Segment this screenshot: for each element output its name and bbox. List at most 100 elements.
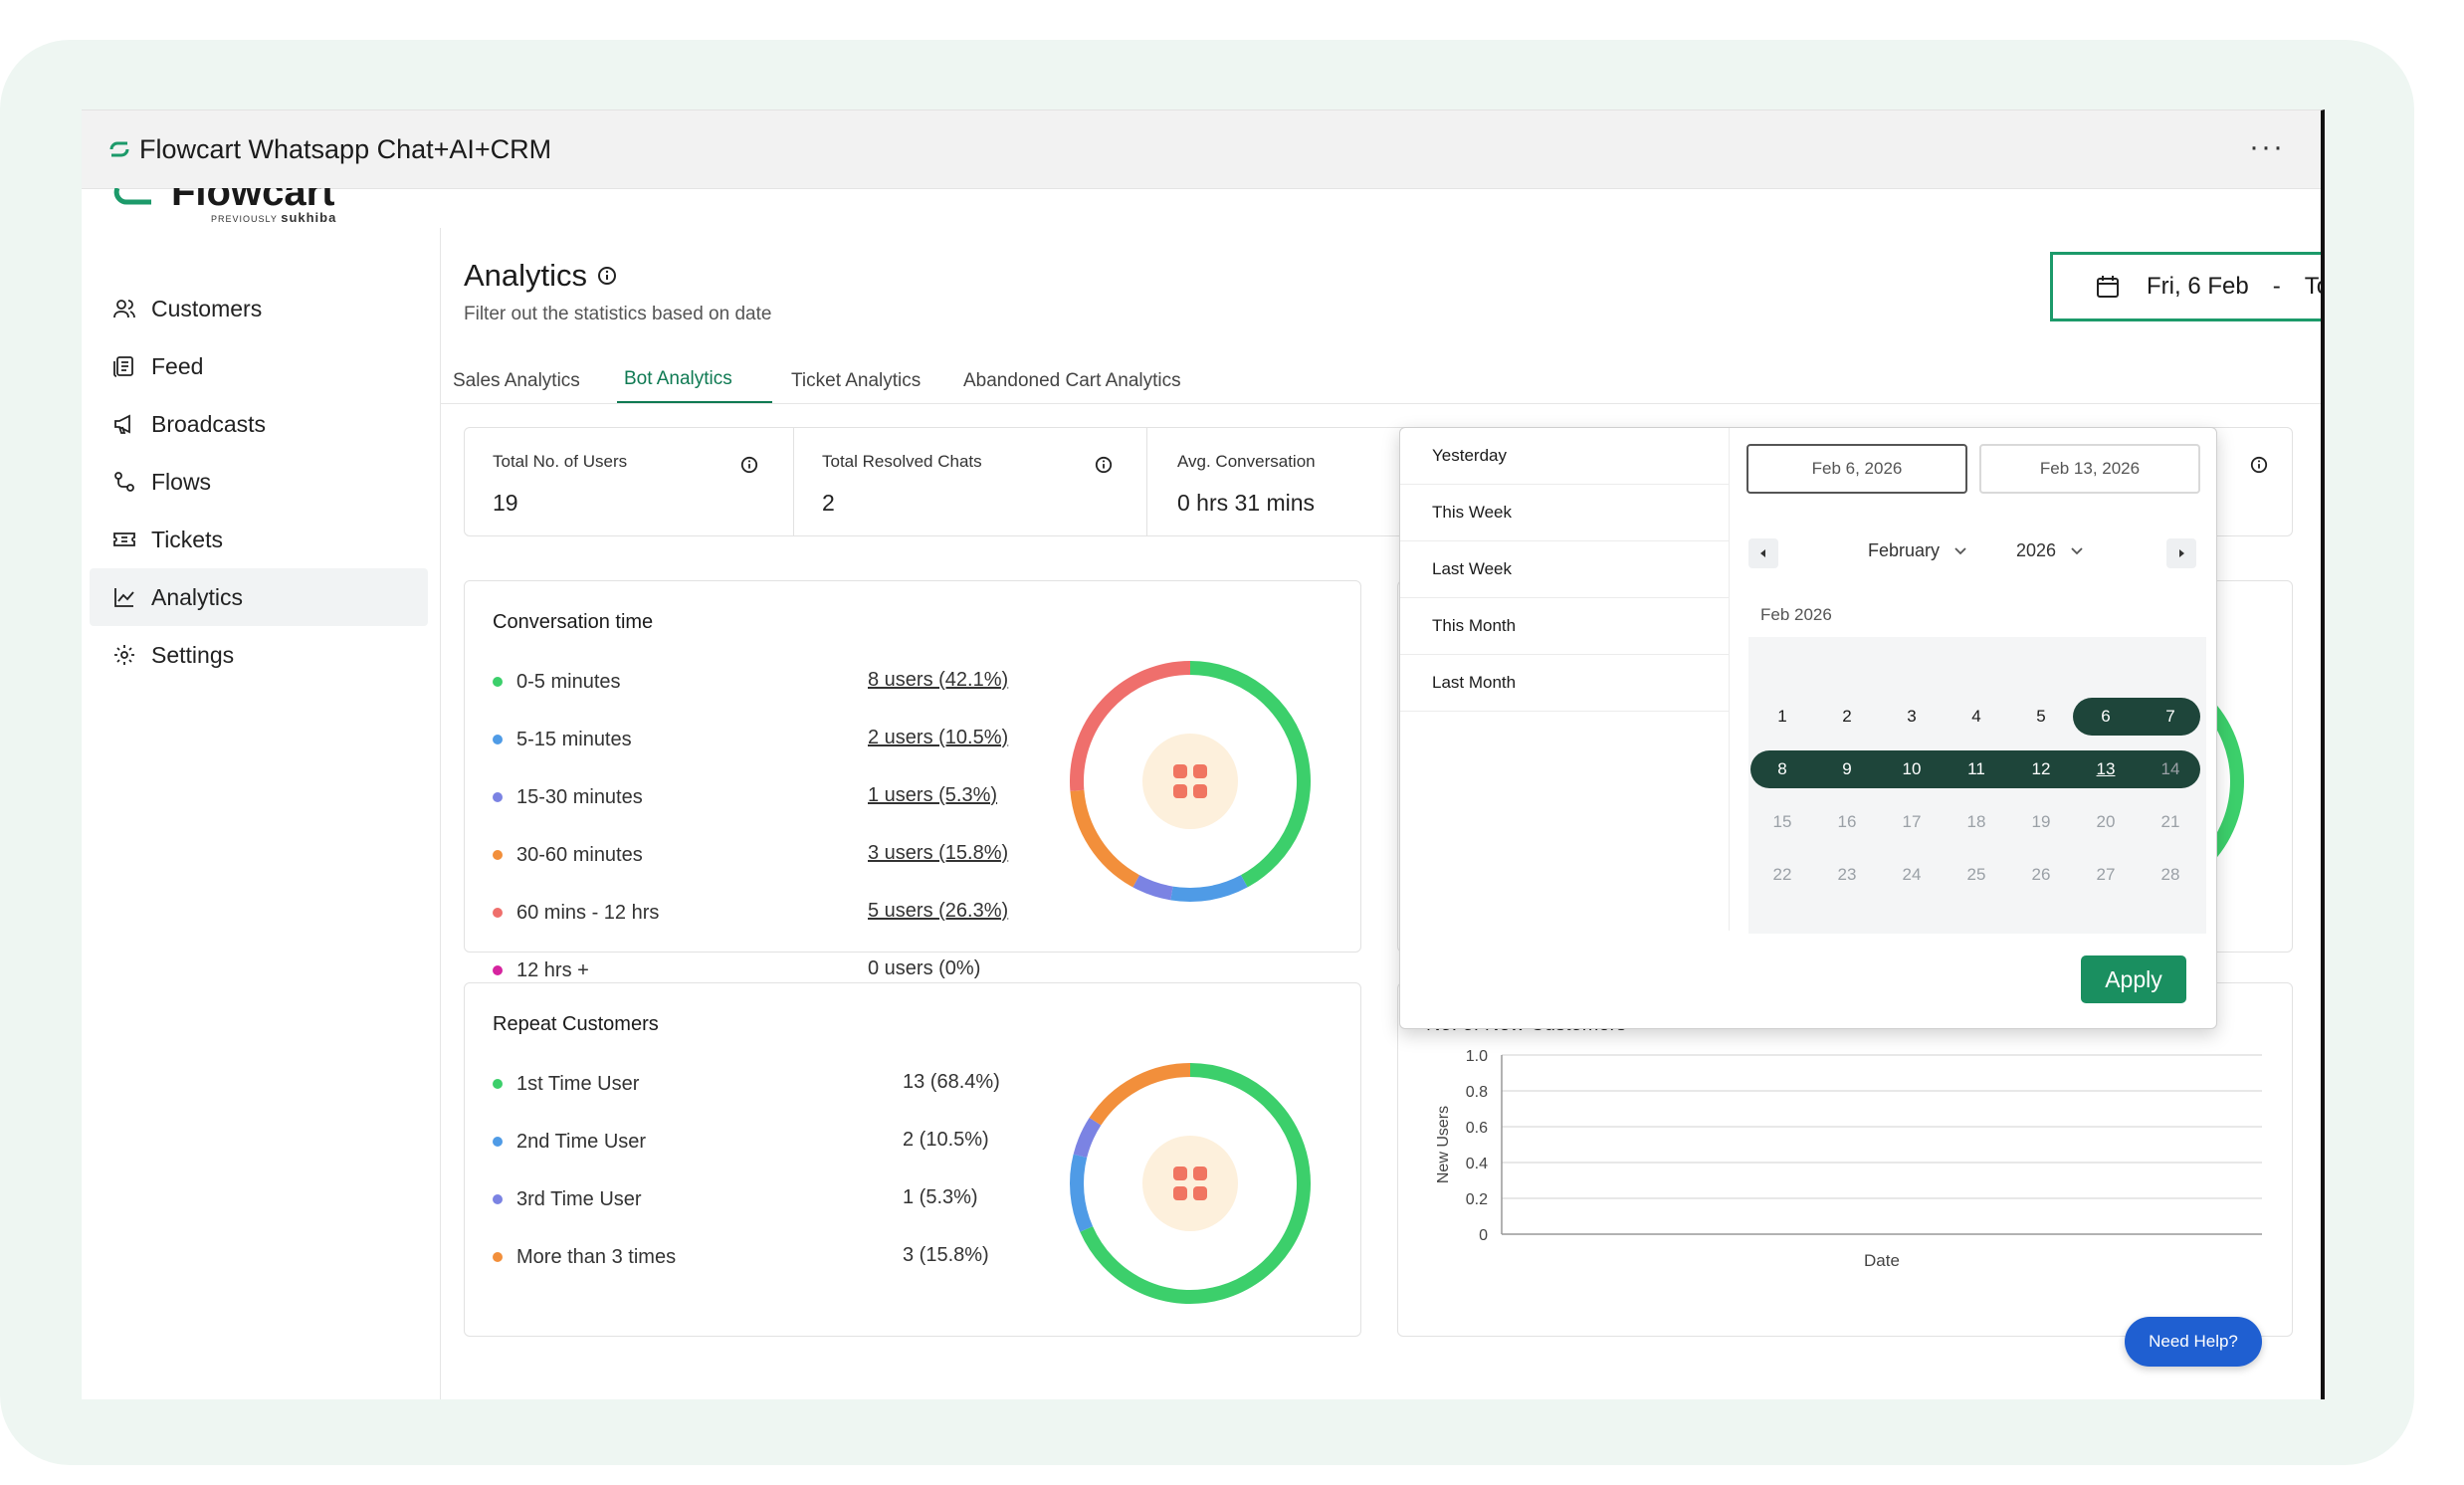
legend-label: 0-5 minutes [516, 670, 621, 693]
calendar-day[interactable]: 10 [1902, 759, 1922, 778]
calendar-day[interactable]: 7 [2165, 707, 2175, 726]
preset-this-month[interactable]: This Month [1400, 598, 1729, 655]
y-tick-label: 0.6 [1466, 1120, 1488, 1137]
legend-dot-icon [493, 1137, 503, 1147]
sidebar-item-label: Analytics [151, 583, 244, 610]
donut-segment [1170, 875, 1248, 902]
legend-item: 5-15 minutes [493, 725, 632, 754]
calendar-day: 18 [1966, 812, 1986, 831]
preset-last-month[interactable]: Last Month [1400, 655, 1729, 712]
megaphone-icon [111, 413, 137, 435]
chart-icon [111, 586, 137, 608]
conversation-time-donut [1066, 657, 1315, 911]
selected-range-week2 [1750, 750, 2200, 788]
sidebar-item-analytics[interactable]: Analytics [90, 568, 428, 626]
tab-bot-analytics[interactable]: Bot Analytics [624, 368, 732, 389]
legend-value-link[interactable]: 1 users (5.3%) [868, 784, 998, 806]
more-menu-icon[interactable]: ··· [2249, 130, 2285, 163]
sidebar-item-label: Settings [151, 641, 235, 668]
logo-subtitle: PREVIOUSLY sukhiba [211, 210, 337, 225]
y-axis-label: New Users [1435, 1106, 1452, 1183]
calendar-day[interactable]: 3 [1907, 707, 1917, 726]
calendar-day[interactable]: 8 [1777, 759, 1787, 778]
legend-value-link[interactable]: 8 users (42.1%) [868, 669, 1009, 691]
donut-segment [1080, 1063, 1311, 1304]
stat-value: 19 [493, 490, 518, 516]
info-icon[interactable] [597, 266, 617, 291]
calendar-day: 23 [1837, 865, 1857, 884]
flowcart-app-icon [107, 137, 131, 161]
calendar-icon [2095, 274, 2121, 300]
sidebar-item-settings[interactable]: Settings [90, 626, 428, 684]
legend-item: 12 hrs + [493, 955, 589, 985]
month-select[interactable]: February [1868, 540, 1967, 561]
start-date-field[interactable]: Feb 6, 2026 [1746, 444, 1967, 494]
donut-segment [1132, 874, 1173, 901]
calendar-day[interactable]: 5 [2036, 707, 2046, 726]
stat-divider [1146, 428, 1147, 535]
calendar-day[interactable]: 11 [1967, 759, 1985, 778]
sidebar-item-tickets[interactable]: Tickets [90, 511, 428, 568]
x-axis-label: Date [1864, 1251, 1900, 1270]
info-icon[interactable] [2250, 456, 2268, 479]
info-icon[interactable] [740, 456, 758, 479]
sidebar-item-feed[interactable]: Feed [90, 337, 428, 395]
stat-label: Avg. Conversation [1177, 452, 1316, 471]
calendar-day[interactable]: 1 [1777, 707, 1787, 726]
end-date-field[interactable]: Feb 13, 2026 [1979, 444, 2200, 494]
sidebar-item-label: Broadcasts [151, 410, 267, 437]
ticket-icon [111, 529, 137, 550]
calendar-day: 25 [1966, 865, 1986, 884]
donut-segment [1189, 661, 1311, 888]
calendar-day[interactable]: 2 [1842, 707, 1852, 726]
apply-button[interactable]: Apply [2081, 955, 2186, 1003]
year-value: 2026 [2016, 540, 2057, 560]
legend-dot-icon [493, 1252, 503, 1262]
legend-item: 1st Time User [493, 1069, 639, 1099]
legend-dot-icon [493, 850, 503, 860]
legend-label: 12 hrs + [516, 958, 589, 981]
sidebar-item-flows[interactable]: Flows [90, 453, 428, 511]
date-range-button[interactable]: Fri, 6 Feb - Today [2050, 252, 2321, 321]
calendar-day: 16 [1837, 812, 1857, 831]
legend-value-link[interactable]: 5 users (26.3%) [868, 900, 1009, 922]
legend-label: 1st Time User [516, 1072, 640, 1095]
calendar-day[interactable]: 9 [1842, 759, 1852, 778]
year-select[interactable]: 2026 [2016, 540, 2084, 561]
tab-sales-analytics[interactable]: Sales Analytics [453, 370, 580, 391]
stat-resolved-chats: Total Resolved Chats 2 [794, 428, 1146, 535]
preset-last-week[interactable]: Last Week [1400, 541, 1729, 598]
preset-yesterday[interactable]: Yesterday [1400, 428, 1729, 485]
legend-label: 5-15 minutes [516, 728, 632, 750]
next-month-arrow[interactable] [2166, 538, 2196, 568]
calendar-day[interactable]: 4 [1971, 707, 1981, 726]
preset-this-week[interactable]: This Week [1400, 485, 1729, 541]
prev-month-arrow[interactable] [1748, 538, 1778, 568]
calendar-day: 21 [2160, 812, 2180, 831]
legend-item: More than 3 times [493, 1242, 676, 1272]
tab-ticket-analytics[interactable]: Ticket Analytics [791, 370, 922, 391]
repeat-customers-card: Repeat Customers 1st Time User 13 (68.4%)… [464, 982, 1361, 1337]
y-tick-label: 0.2 [1466, 1191, 1488, 1208]
legend-value: 13 (68.4%) [903, 1071, 1000, 1093]
selected-range-week1 [2073, 698, 2200, 736]
date-range-end: Today [2304, 273, 2321, 300]
donut-segment [1070, 661, 1191, 791]
sidebar-item-label: Feed [151, 352, 204, 379]
apps-icon [1142, 734, 1238, 829]
tab-abandoned-cart-analytics[interactable]: Abandoned Cart Analytics [963, 370, 1181, 391]
need-help-button[interactable]: Need Help? [2125, 1317, 2262, 1367]
calendar-day: 22 [1772, 865, 1792, 884]
feed-icon [111, 355, 137, 377]
calendar-day[interactable]: 6 [2101, 707, 2111, 726]
new-customers-card: No. of New Customers 1.00.80.60.40.20Dat… [1397, 982, 2293, 1337]
calendar-day[interactable]: 13 [2096, 759, 2116, 778]
info-icon[interactable] [1095, 456, 1113, 479]
presets-divider [1729, 428, 1730, 931]
legend-value-link[interactable]: 3 users (15.8%) [868, 842, 1009, 864]
calendar-day[interactable]: 12 [2031, 759, 2051, 778]
legend-value-link[interactable]: 2 users (10.5%) [868, 727, 1009, 748]
sidebar-item-customers[interactable]: Customers [90, 280, 428, 337]
sidebar-item-broadcasts[interactable]: Broadcasts [90, 395, 428, 453]
date-picker-dropdown: Yesterday This Week Last Week This Month… [1399, 427, 2217, 1029]
